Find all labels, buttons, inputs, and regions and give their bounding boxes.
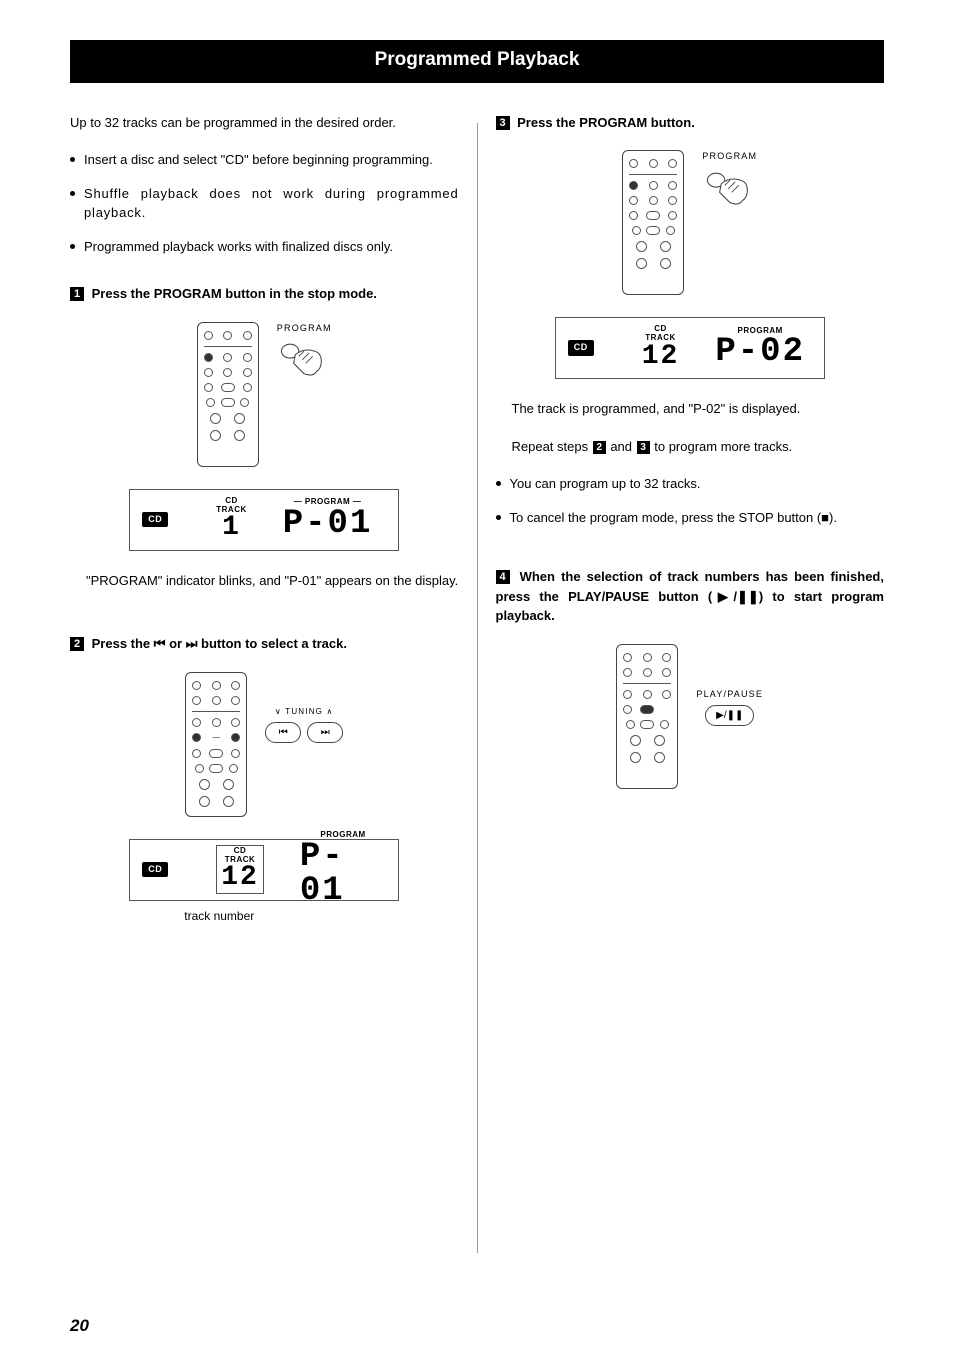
step3-note1: The track is programmed, and "P-02" is d… bbox=[496, 399, 885, 419]
tuning-label: ∨ TUNING ∧ bbox=[275, 706, 334, 718]
step3-remote-figure: PROGRAM bbox=[496, 150, 885, 295]
remote-icon bbox=[197, 322, 259, 467]
step2-text-mid: or bbox=[165, 636, 185, 651]
step-ref-badge: 2 bbox=[593, 441, 606, 454]
bullet-item: Insert a disc and select "CD" before beg… bbox=[70, 150, 459, 170]
step2-remote-figure: — ∨ TUNING ∧ ⏮ ⏭ bbox=[70, 672, 459, 817]
step-ref-badge: 3 bbox=[637, 441, 650, 454]
step-number-badge: 1 bbox=[70, 287, 84, 301]
track-value: 1 bbox=[222, 514, 241, 542]
step1-display: CD CD TRACK 1 — PROGRAM — P-01 bbox=[129, 489, 399, 551]
program-label: PROGRAM bbox=[277, 322, 332, 336]
cd-badge: CD bbox=[142, 512, 168, 528]
left-column: Up to 32 tracks can be programmed in the… bbox=[70, 113, 477, 1253]
play-pause-button-callout: PLAY/PAUSE ▶/❚❚ bbox=[696, 688, 763, 727]
program-label-blink: — PROGRAM — bbox=[294, 498, 362, 507]
two-column-layout: Up to 32 tracks can be programmed in the… bbox=[70, 113, 884, 1253]
bullet-item: You can program up to 32 tracks. bbox=[496, 474, 885, 494]
hand-press-icon bbox=[704, 168, 756, 220]
program-button-callout: PROGRAM bbox=[277, 322, 332, 392]
bullet-item: Programmed playback works with finalized… bbox=[70, 237, 459, 257]
tuning-button-callout: ∨ TUNING ∧ ⏮ ⏭ bbox=[265, 706, 343, 743]
remote-icon bbox=[622, 150, 684, 295]
step3-display: CD CD TRACK 12 PROGRAM P-02 bbox=[555, 317, 825, 379]
hand-press-icon bbox=[278, 339, 330, 391]
page-number: 20 bbox=[70, 1313, 884, 1339]
play-pause-button-icon: ▶/❚❚ bbox=[705, 705, 754, 726]
intro-text: Up to 32 tracks can be programmed in the… bbox=[70, 113, 459, 133]
step2-text-pre: Press the bbox=[92, 636, 154, 651]
track-value: 12 bbox=[221, 864, 259, 892]
step4-remote-figure: PLAY/PAUSE ▶/❚❚ bbox=[496, 644, 885, 789]
bullet-item: To cancel the program mode, press the ST… bbox=[496, 508, 885, 528]
step2-display: CD CD TRACK 12 PROGRAM P-01 bbox=[129, 839, 399, 901]
cd-badge: CD bbox=[568, 340, 594, 356]
step2-text-post: button to select a track. bbox=[197, 636, 347, 651]
step3-note2: Repeat steps 2 and 3 to program more tra… bbox=[496, 437, 885, 457]
step3-heading-text: Press the PROGRAM button. bbox=[517, 115, 695, 130]
step-number-badge: 3 bbox=[496, 116, 510, 130]
program-value: P-01 bbox=[300, 840, 386, 908]
step3-bullets: You can program up to 32 tracks. To canc… bbox=[496, 474, 885, 527]
remote-icon: — bbox=[185, 672, 247, 817]
step1-heading-text: Press the PROGRAM button in the stop mod… bbox=[92, 286, 377, 301]
play-pause-label: PLAY/PAUSE bbox=[696, 688, 763, 702]
cd-badge: CD bbox=[142, 862, 168, 878]
right-column: 3 Press the PROGRAM button. PROGRAM bbox=[478, 113, 885, 1253]
bullet-item: Shuffle playback does not work during pr… bbox=[70, 184, 459, 223]
section-title: Programmed Playback bbox=[70, 40, 884, 83]
skip-fwd-button-icon: ⏭ bbox=[307, 722, 343, 743]
step-number-badge: 2 bbox=[70, 637, 84, 651]
remote-icon bbox=[616, 644, 678, 789]
program-button-callout: PROGRAM bbox=[702, 150, 757, 220]
step1-remote-figure: PROGRAM bbox=[70, 322, 459, 467]
play-pause-icon: ▶/❚❚ bbox=[712, 589, 759, 604]
program-value: P-02 bbox=[715, 335, 805, 369]
skip-back-button-icon: ⏮ bbox=[265, 722, 301, 743]
step1-note: "PROGRAM" indicator blinks, and "P-01" a… bbox=[70, 571, 459, 591]
program-value: P-01 bbox=[283, 507, 373, 541]
track-value: 12 bbox=[642, 343, 680, 371]
step1-heading: 1 Press the PROGRAM button in the stop m… bbox=[70, 284, 459, 304]
skip-back-icon: ⏮ bbox=[154, 636, 166, 651]
step-number-badge: 4 bbox=[496, 570, 510, 584]
track-number-caption: track number bbox=[70, 907, 459, 925]
program-label: PROGRAM bbox=[702, 150, 757, 164]
step4-heading: 4 When the selection of track numbers ha… bbox=[496, 567, 885, 626]
step2-heading: 2 Press the ⏮ or ⏭ button to select a tr… bbox=[70, 634, 459, 654]
skip-fwd-icon: ⏭ bbox=[186, 636, 198, 651]
intro-bullets: Insert a disc and select "CD" before beg… bbox=[70, 150, 459, 256]
step3-heading: 3 Press the PROGRAM button. bbox=[496, 113, 885, 133]
